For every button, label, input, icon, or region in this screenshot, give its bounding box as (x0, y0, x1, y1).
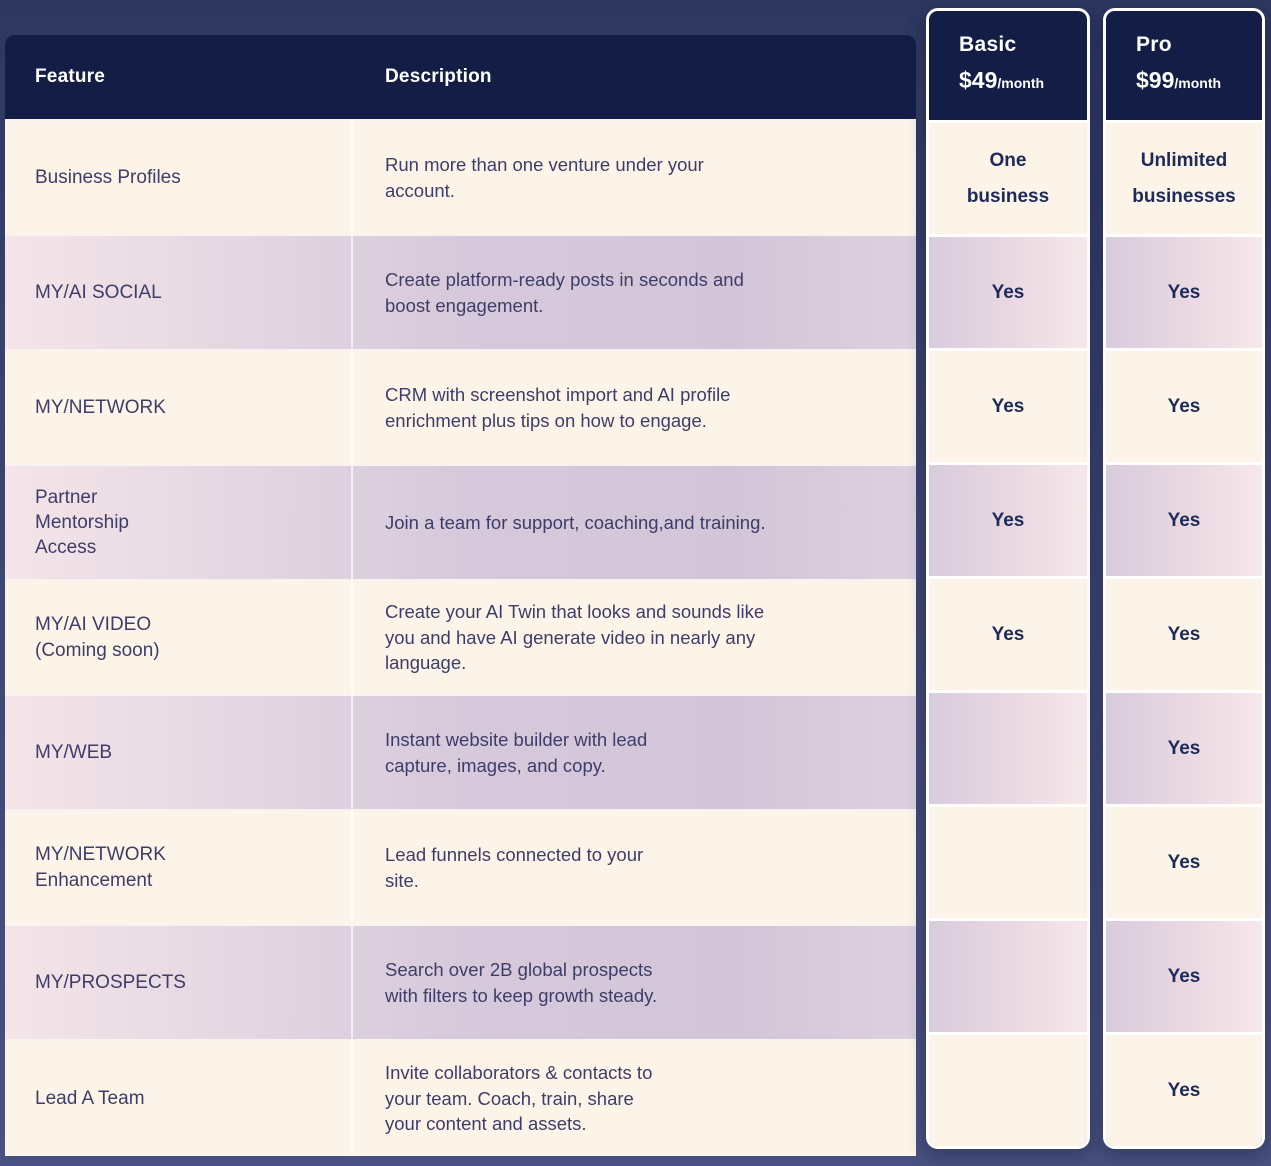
plan-value-cell: Yes (1106, 918, 1262, 1032)
description-cell: Invite collaborators & contacts to your … (385, 1061, 653, 1135)
feature-cell: MY/AI VIDEO (Coming soon) (5, 581, 353, 694)
description-cell: Instant website builder with lead captur… (385, 728, 648, 776)
description-cell: Search over 2B global prospects with fil… (385, 958, 658, 1006)
table-row: MY/AI VIDEO (Coming soon) Create your AI… (5, 581, 916, 696)
price-period: /month (997, 75, 1045, 91)
plan-value-cell: Yes (1106, 462, 1262, 576)
plan-value-cell: Yes (929, 348, 1087, 462)
plan-value-cell: Yes (1106, 348, 1262, 462)
plan-value-cell: One business (929, 120, 1087, 234)
plan-value-cell: Yes (1106, 576, 1262, 690)
plan-name: Basic (959, 33, 1017, 56)
feature-cell: MY/PROSPECTS (5, 926, 353, 1039)
plan-price: $49/month (959, 67, 1077, 94)
plan-value-cell (929, 918, 1087, 1032)
plan-value-cell (929, 690, 1087, 804)
description-column-header: Description (385, 66, 492, 87)
plan-value-cell: Yes (1106, 1032, 1262, 1146)
feature-table: Feature Description Business Profiles Ru… (5, 35, 916, 1156)
table-row: Lead A Team Invite collaborators & conta… (5, 1041, 916, 1156)
plan-value-cell: Yes (1106, 234, 1262, 348)
plan-value-cell: Unlimited businesses (1106, 120, 1262, 234)
plan-price: $99/month (1136, 67, 1252, 94)
price-amount: $49 (959, 67, 998, 93)
plan-value-cell: Yes (1106, 690, 1262, 804)
plan-value-cell (929, 804, 1087, 918)
description-cell: Lead funnels connected to your site. (385, 843, 644, 891)
plan-card-basic-header: Basic $49/month (929, 11, 1087, 120)
plan-name: Pro (1136, 33, 1172, 56)
feature-cell: Partner Mentorship Access (5, 466, 353, 579)
plan-card-pro-header: Pro $99/month (1106, 11, 1262, 120)
feature-cell: MY/NETWORK (5, 351, 353, 464)
price-amount: $99 (1136, 67, 1175, 93)
description-cell: Create platform-ready posts in seconds a… (385, 268, 744, 316)
feature-cell: Business Profiles (5, 121, 353, 234)
plan-value-cell: Yes (929, 576, 1087, 690)
table-header-row: Feature Description (5, 35, 916, 121)
description-cell: Create your AI Twin that looks and sound… (385, 600, 765, 674)
feature-column-header: Feature (35, 66, 106, 87)
plan-value-cell: Yes (1106, 804, 1262, 918)
table-row: Partner Mentorship Access Join a team fo… (5, 466, 916, 581)
table-row: MY/NETWORK CRM with screenshot import an… (5, 351, 916, 466)
table-row: MY/PROSPECTS Search over 2B global prosp… (5, 926, 916, 1041)
description-cell: Join a team for support, coaching,and tr… (385, 511, 766, 533)
plan-card-pro: Pro $99/month Unlimited businesses Yes Y… (1103, 8, 1265, 1149)
table-row: MY/AI SOCIAL Create platform-ready posts… (5, 236, 916, 351)
table-row: MY/WEB Instant website builder with lead… (5, 696, 916, 811)
feature-cell: MY/AI SOCIAL (5, 236, 353, 349)
feature-cell: MY/NETWORK Enhancement (5, 811, 353, 924)
table-row: Business Profiles Run more than one vent… (5, 121, 916, 236)
plan-value-cell: Yes (929, 462, 1087, 576)
table-row: MY/NETWORK Enhancement Lead funnels conn… (5, 811, 916, 926)
plan-value-cell: Yes (929, 234, 1087, 348)
plan-card-basic: Basic $49/month One business Yes Yes Yes… (926, 8, 1090, 1149)
price-period: /month (1174, 75, 1222, 91)
description-cell: Run more than one venture under your acc… (385, 153, 704, 201)
plan-value-cell (929, 1032, 1087, 1146)
description-cell: CRM with screenshot import and AI profil… (385, 383, 731, 431)
feature-cell: Lead A Team (5, 1041, 353, 1156)
feature-cell: MY/WEB (5, 696, 353, 809)
